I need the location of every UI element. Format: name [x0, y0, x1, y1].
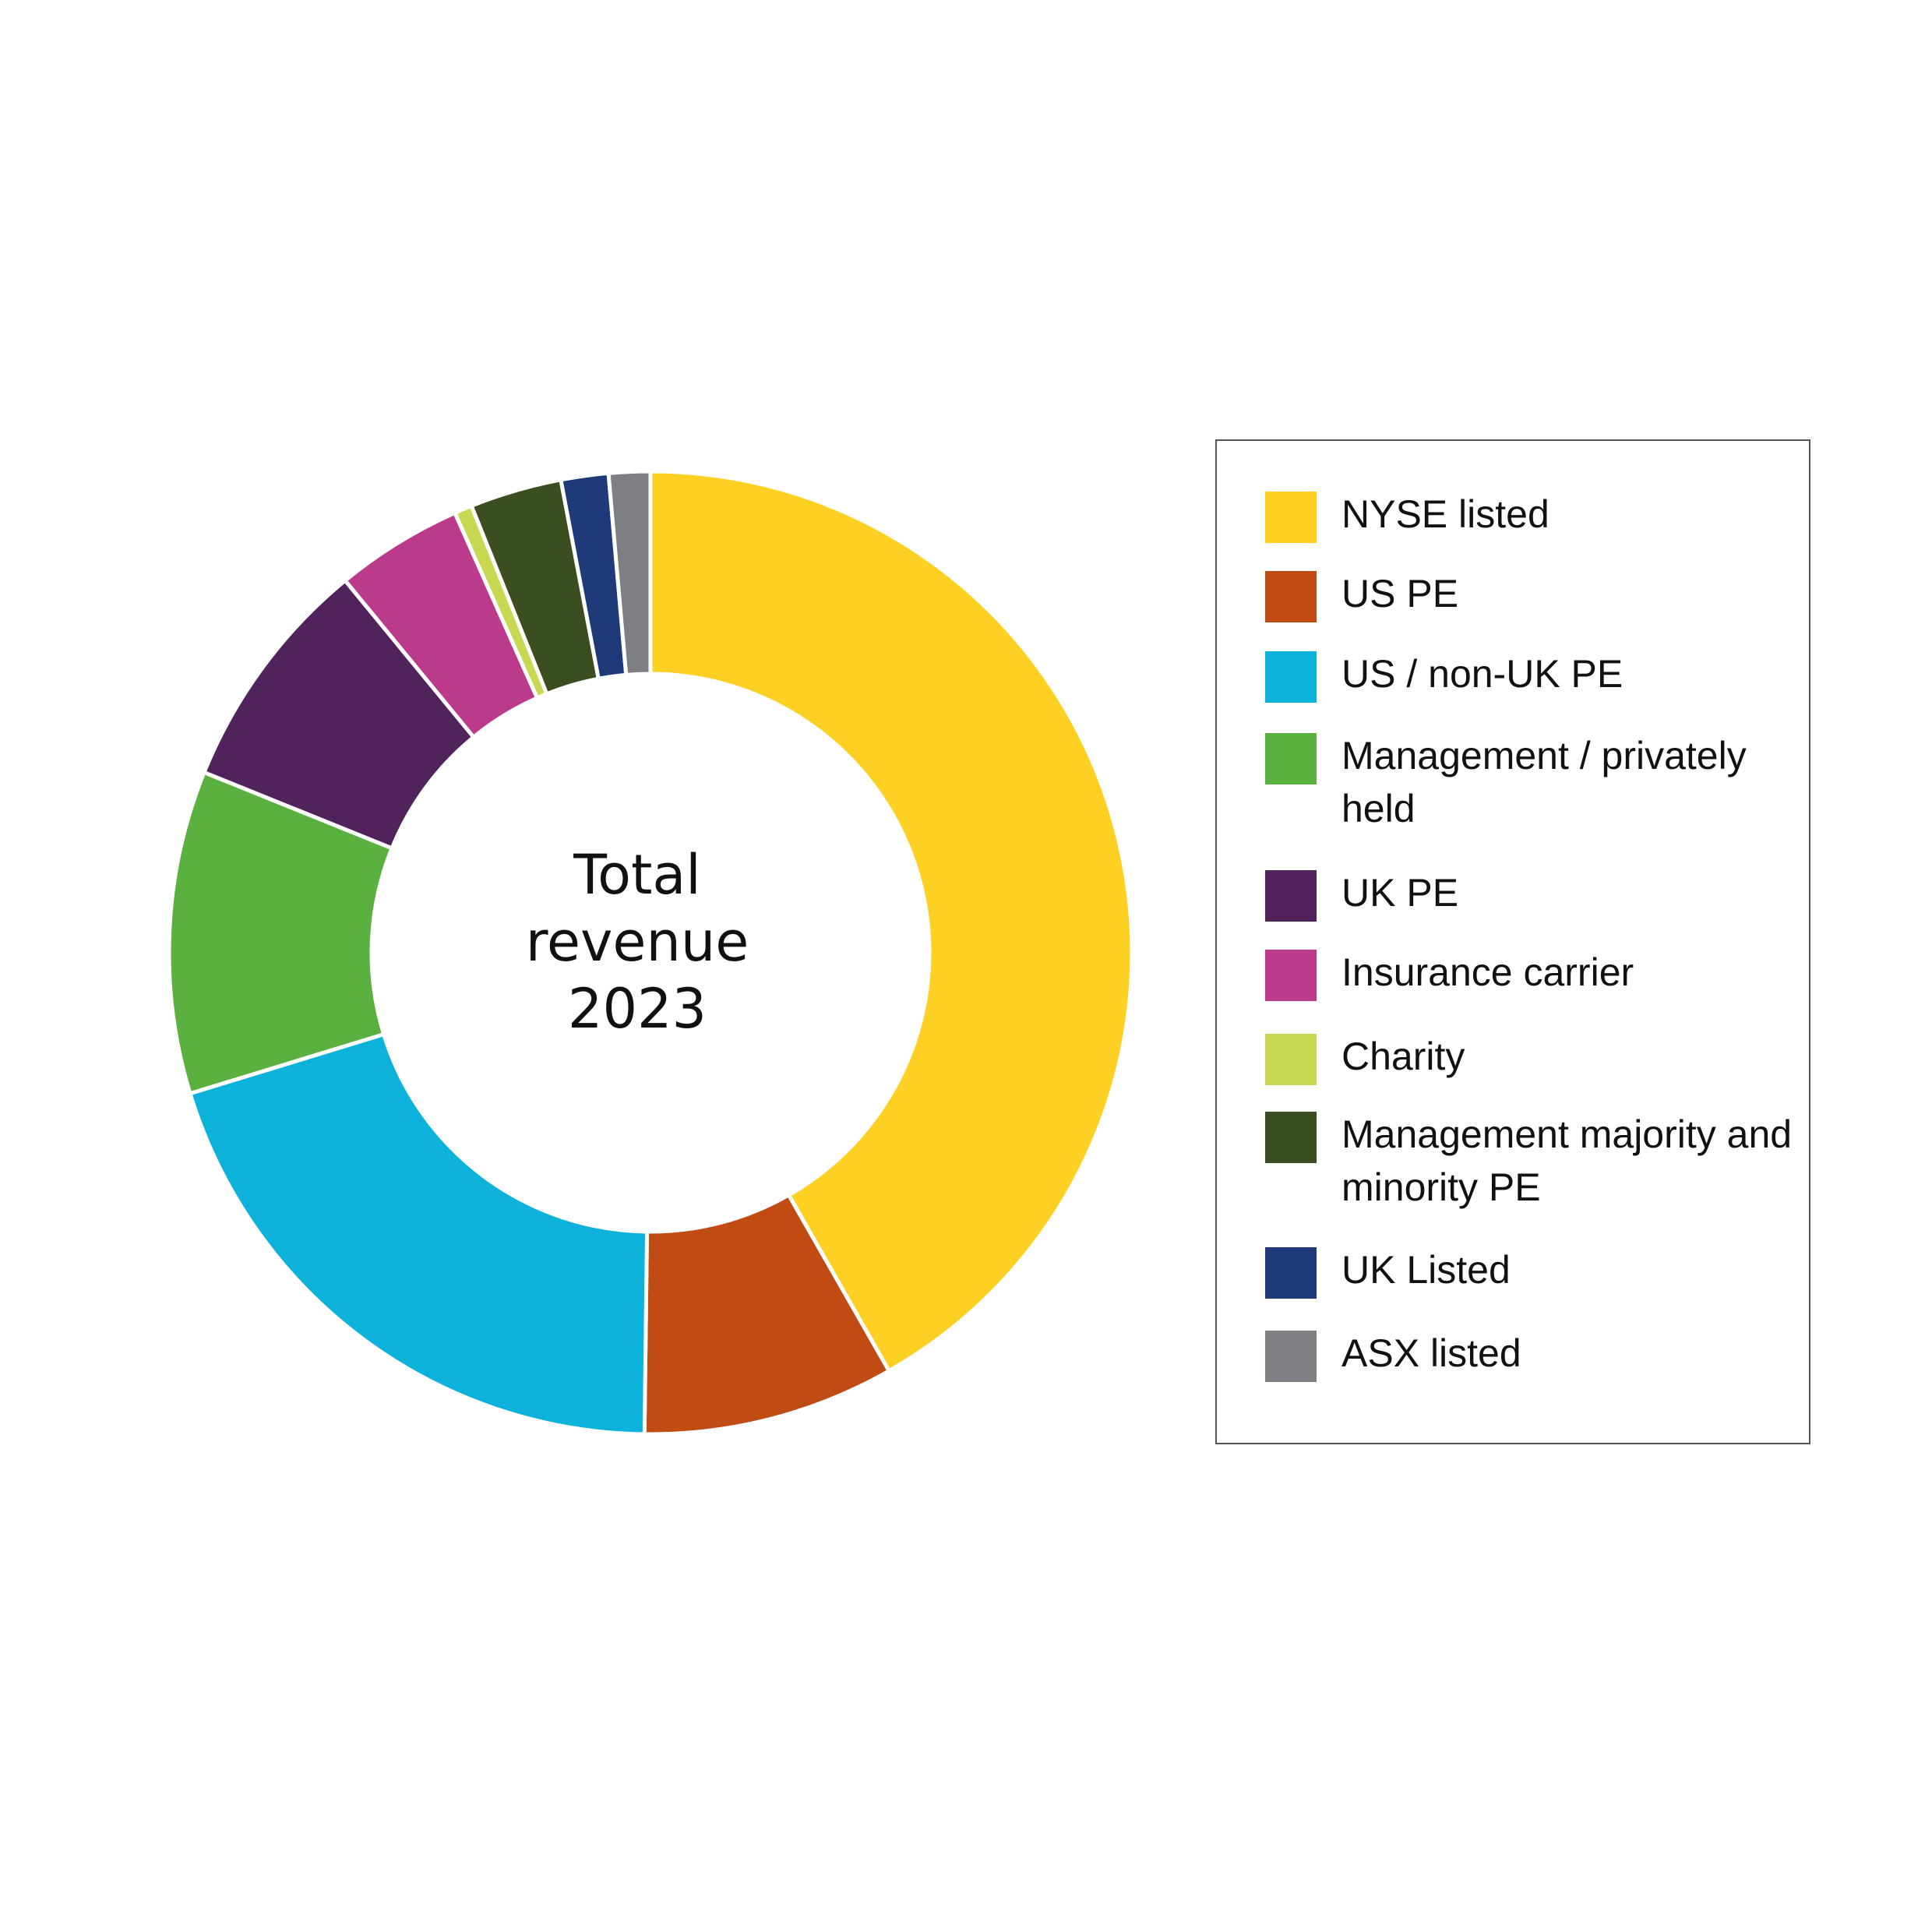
legend-swatch [1265, 733, 1317, 784]
legend-swatch [1265, 1034, 1317, 1085]
donut-slice-nyse-listed [648, 469, 1134, 1373]
legend-swatch [1265, 870, 1317, 922]
legend-swatch [1265, 1247, 1317, 1299]
legend-swatch [1265, 651, 1317, 703]
legend-label: Management / privately held [1341, 734, 1747, 830]
legend-swatch [1265, 1331, 1317, 1382]
legend-label: US / non-UK PE [1341, 652, 1624, 696]
donut-slice-asx-listed [606, 469, 653, 677]
donut-center-label: Total revenue 2023 [481, 841, 793, 1042]
legend-swatch [1265, 492, 1317, 543]
legend-label: Insurance carrier [1341, 950, 1634, 994]
legend-label: UK PE [1341, 871, 1459, 915]
legend-swatch [1265, 571, 1317, 622]
legend-label: Charity [1341, 1035, 1465, 1078]
legend-swatch [1265, 950, 1317, 1001]
legend-label: Management majority and minority PE [1341, 1112, 1793, 1209]
center-label-line-3: 2023 [567, 977, 707, 1041]
legend-label: US PE [1341, 572, 1459, 615]
legend-label: ASX listed [1341, 1331, 1521, 1375]
chart-legend: NYSE listed US PE US / non-UK PE Managem… [1215, 439, 1810, 1444]
donut-slice-management-privately-held [167, 770, 394, 1096]
legend-swatch [1265, 1112, 1317, 1163]
center-label-line-1: Total [573, 843, 701, 907]
center-label-line-2: revenue [525, 910, 749, 974]
legend-label: UK Listed [1341, 1248, 1511, 1292]
legend-label: NYSE listed [1341, 492, 1549, 536]
donut-slice-us-non-uk-pe [188, 1032, 650, 1437]
